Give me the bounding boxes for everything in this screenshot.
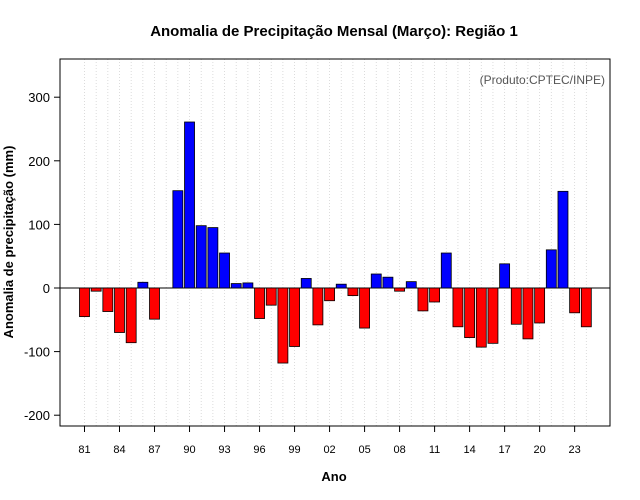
bar-1990	[184, 121, 195, 289]
bar-1983	[102, 287, 114, 312]
x-tick-label: 05	[358, 444, 370, 456]
y-tick-label: 0	[43, 281, 50, 296]
bar-2007	[382, 276, 394, 289]
x-tick-label: 81	[78, 444, 90, 456]
bar-2003	[335, 283, 347, 289]
bar-1987	[149, 287, 160, 320]
bar-1992	[207, 227, 219, 289]
credit-annotation: (Produto:CPTEC/INPE)	[480, 73, 605, 87]
bar-1999	[289, 287, 300, 347]
bar-2016	[487, 287, 499, 344]
bar-1989	[172, 190, 184, 289]
bar-2024	[580, 287, 592, 328]
bar-2021	[545, 249, 557, 289]
bar-1991	[195, 225, 207, 289]
bar-2001	[312, 287, 324, 326]
bar-1985	[125, 287, 137, 344]
x-tick-label: 84	[113, 444, 125, 456]
bar-1998	[277, 287, 289, 364]
bar-1981	[79, 287, 90, 318]
bar-2006	[370, 273, 382, 289]
bar-2009	[405, 281, 417, 289]
plot-frame	[59, 58, 611, 427]
bar-2023	[569, 287, 581, 314]
grid-lines	[84, 59, 587, 426]
bar-1993	[219, 252, 230, 289]
bar-2002	[324, 287, 335, 302]
y-tick-label: 100	[28, 217, 50, 232]
x-tick-label: 20	[534, 444, 546, 456]
y-tick-label: -200	[24, 408, 50, 423]
x-tick-label: 90	[183, 444, 195, 456]
x-tick-label: 99	[288, 444, 300, 456]
x-tick-label: 11	[429, 444, 440, 456]
x-tick-label: 17	[498, 444, 510, 456]
x-axis-title: Ano	[321, 469, 346, 484]
x-tick-label: 87	[148, 444, 160, 456]
bar-2013	[452, 287, 464, 328]
bar-2000	[300, 278, 312, 289]
y-tick-label: -100	[24, 345, 50, 360]
bar-1997	[265, 287, 277, 306]
y-axis: -200 -100 0 100 200 300	[24, 90, 60, 423]
x-tick-label: 14	[463, 444, 475, 456]
y-tick-label: 200	[28, 154, 50, 169]
x-tick-label: 96	[253, 444, 265, 456]
bar-1982	[90, 287, 102, 292]
y-axis-title: Anomalia de precipitação (mm)	[1, 146, 16, 339]
bar-1994	[230, 283, 242, 289]
bar-2012	[440, 252, 452, 289]
y-tick-label: 300	[28, 90, 50, 105]
bar-1995	[242, 282, 254, 289]
x-axis: 81 84 87 90 93 96 99 02 05 08 11 14 17 20 23	[78, 426, 581, 456]
chart-title: Anomalia de Precipitação Mensal (Março):…	[150, 23, 518, 40]
bar-1984	[114, 287, 125, 333]
x-tick-label: 23	[569, 444, 581, 456]
bar-2005	[359, 287, 370, 329]
x-tick-label: 02	[323, 444, 335, 456]
x-tick-label: 93	[218, 444, 230, 456]
bar-1986	[137, 281, 149, 289]
bar-2004	[347, 287, 359, 297]
bar-2019	[522, 287, 534, 340]
bar-2020	[534, 287, 546, 324]
bar-2022	[557, 190, 569, 289]
bar-2010	[417, 287, 429, 312]
bar-2017	[499, 263, 511, 289]
bar-2008	[394, 287, 405, 292]
bar-1996	[254, 287, 265, 319]
bar-2015	[475, 287, 487, 348]
bar-2014	[464, 287, 476, 339]
x-tick-label: 08	[393, 444, 405, 456]
bar-2018	[510, 287, 522, 325]
bars	[79, 121, 592, 364]
bar-2011	[429, 287, 441, 303]
